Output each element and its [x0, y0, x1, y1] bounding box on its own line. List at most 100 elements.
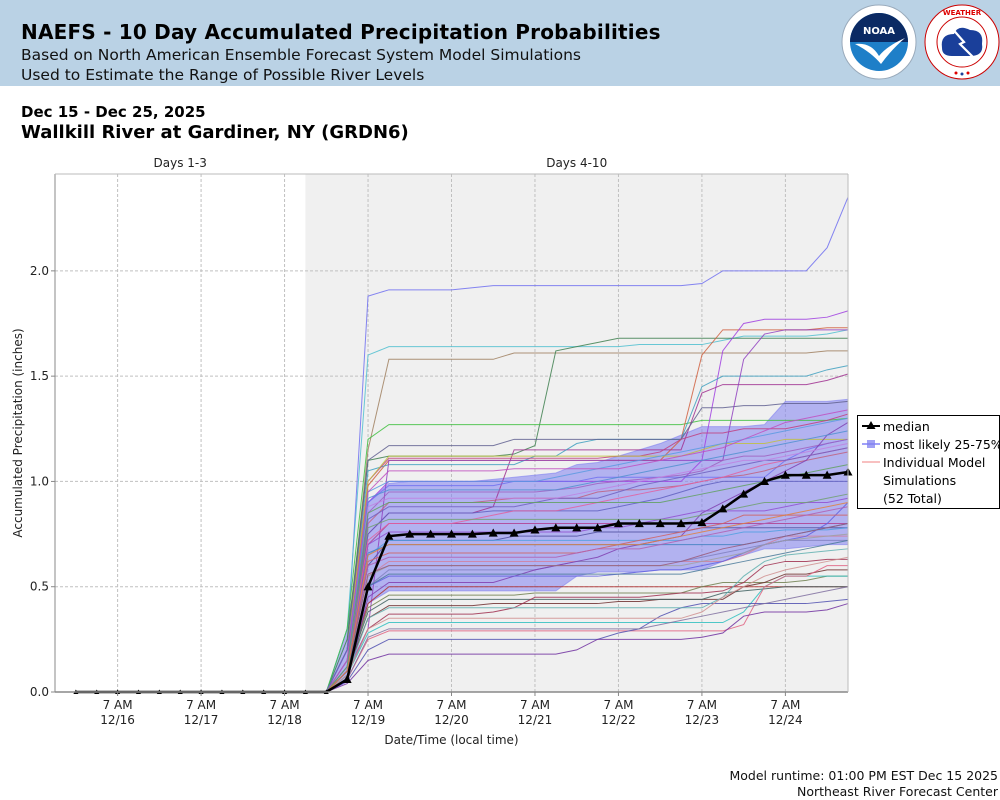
median-point	[718, 504, 728, 513]
y-tick-label: 0.5	[30, 580, 49, 594]
noaa-logo[interactable]: NOAA	[841, 4, 917, 80]
median-point	[530, 525, 540, 534]
member-line-5	[55, 417, 849, 693]
median-point	[801, 470, 811, 479]
member-line-21	[55, 527, 849, 693]
median-point	[780, 470, 790, 479]
noaa-logo-text: NOAA	[863, 26, 895, 37]
page-title: NAEFS - 10 Day Accumulated Precipitation…	[21, 20, 661, 44]
model-runtime: Model runtime: 01:00 PM EST Dec 15 2025	[729, 768, 999, 783]
y-tick-label: 2.0	[30, 264, 49, 278]
median-point	[572, 523, 582, 532]
member-line-3	[55, 350, 848, 693]
x-tick-label-time: 7 AM	[687, 698, 717, 712]
legend-item-members[interactable]: Individual Model	[862, 454, 985, 470]
member-line-39	[55, 493, 849, 693]
member-line-35	[55, 514, 848, 693]
median-point	[447, 529, 456, 538]
member-line-44	[55, 548, 849, 693]
member-line-4	[55, 337, 848, 693]
x-tick-label-time: 7 AM	[103, 698, 133, 712]
y-tick-label: 1.5	[30, 369, 49, 383]
legend-label-members-2: Simulations	[883, 473, 957, 488]
x-tick-label-date: 12/20	[434, 713, 469, 727]
chart-legend: median most likely 25-75% Individual Mod…	[857, 415, 1000, 509]
median-point	[384, 531, 394, 540]
x-tick-label-time: 7 AM	[353, 698, 383, 712]
median-point	[488, 528, 498, 537]
member-line-47	[55, 539, 849, 693]
member-line-24	[55, 575, 848, 693]
member-line-19	[55, 527, 848, 693]
x-tick-label-time: 7 AM	[270, 698, 300, 712]
member-line-10	[55, 400, 849, 693]
median-point	[760, 476, 770, 486]
legend-label-band: most likely 25-75%	[883, 436, 1000, 452]
nws-logo-text: WEATHER	[943, 9, 982, 17]
median-point	[822, 470, 832, 479]
nws-logo[interactable]: WEATHER	[924, 4, 1000, 80]
member-line-38	[55, 447, 849, 693]
legend-label-members-total: (52 Total)	[883, 491, 942, 506]
x-tick-label-date: 12/17	[184, 713, 219, 727]
page-subtitle-1: Based on North American Ensemble Forecas…	[21, 46, 581, 64]
median-point	[613, 519, 623, 528]
member-line-45	[55, 556, 849, 693]
member-line-46	[55, 586, 849, 693]
band-legend-icon	[862, 440, 880, 448]
page-subtitle-2: Used to Estimate the Range of Possible R…	[21, 66, 425, 84]
x-tick-label-time: 7 AM	[603, 698, 633, 712]
member-line-25	[55, 569, 848, 693]
x-tick-label-time: 7 AM	[520, 698, 550, 712]
x-tick-label-time: 7 AM	[436, 698, 466, 712]
legend-item-band[interactable]: most likely 25-75%	[862, 436, 1000, 452]
median-point	[655, 519, 665, 528]
forecast-center: Northeast River Forecast Center	[797, 784, 998, 799]
median-point	[363, 582, 373, 591]
period-label-1: Days 1-3	[154, 156, 207, 170]
x-tick-label-date: 12/23	[685, 713, 720, 727]
y-tick-label: 1.0	[30, 474, 49, 488]
member-line-51	[55, 464, 849, 693]
median-point	[593, 523, 603, 532]
member-line-9	[55, 365, 849, 693]
legend-label-median: median	[883, 418, 930, 434]
member-line-27	[55, 558, 848, 693]
median-point	[342, 674, 352, 683]
member-line-41	[55, 443, 849, 693]
median-point	[739, 489, 749, 498]
member-line-13	[55, 329, 848, 693]
member-line-40	[55, 447, 849, 693]
member-line-28	[55, 575, 848, 693]
x-tick-label-time: 7 AM	[186, 698, 216, 712]
x-tick-label-time: 7 AM	[770, 698, 800, 712]
member-line-23	[55, 586, 848, 693]
median-point	[509, 528, 519, 537]
member-line-2	[55, 329, 849, 693]
member-line-50	[55, 409, 849, 693]
median-point	[426, 529, 436, 538]
member-legend-icon	[862, 461, 880, 463]
x-tick-label-date: 12/22	[601, 713, 636, 727]
median-point	[676, 519, 686, 528]
member-line-52	[55, 501, 849, 693]
median-point	[405, 529, 415, 538]
legend-item-median[interactable]: median	[862, 418, 930, 434]
member-line-31	[55, 603, 849, 693]
member-line-49	[55, 417, 849, 693]
member-line-42	[55, 430, 849, 693]
median-legend-icon	[862, 421, 880, 429]
median-point	[467, 529, 477, 538]
x-tick-label-date: 12/18	[267, 713, 302, 727]
x-tick-label-date: 12/21	[518, 713, 553, 727]
x-tick-label-date: 12/19	[351, 713, 386, 727]
date-range: Dec 15 - Dec 25, 2025	[21, 103, 206, 121]
member-line-12	[55, 438, 848, 693]
header-banner: NAEFS - 10 Day Accumulated Precipitation…	[0, 0, 1000, 86]
member-line-11	[55, 413, 849, 693]
member-line-30	[55, 598, 849, 693]
y-tick-label: 0.0	[30, 685, 49, 699]
y-axis-title: Accumulated Precipitation (inches)	[11, 328, 25, 537]
x-axis-title: Date/Time (local time)	[384, 733, 518, 747]
